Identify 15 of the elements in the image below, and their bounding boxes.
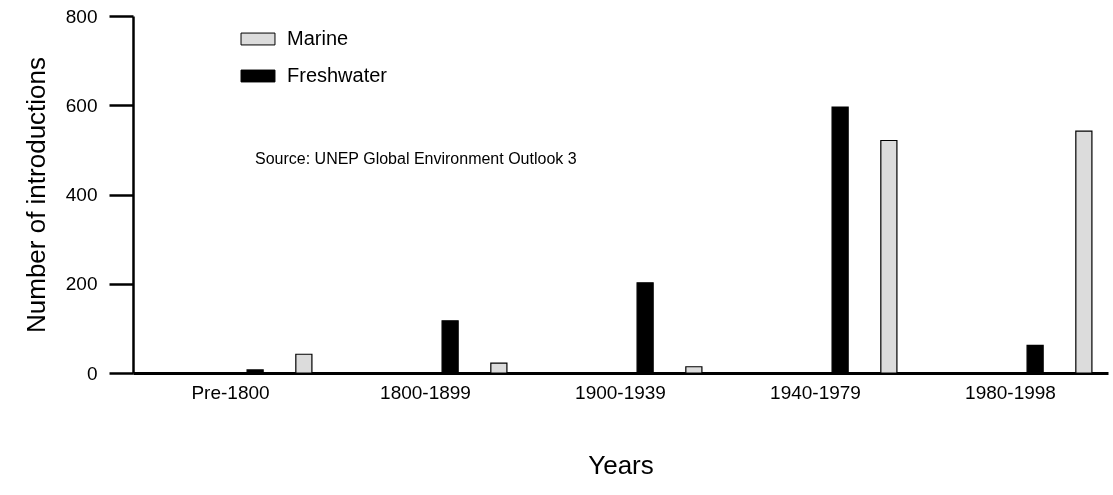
x-tick-label: 1940-1979 <box>770 381 861 403</box>
legend-label: Marine <box>287 27 349 49</box>
y-axis-title: Number of introductions <box>20 56 51 334</box>
x-tick-label: Pre-1800 <box>191 381 270 403</box>
x-axis-title: Years <box>588 449 654 480</box>
x-tick-label: 1800-1899 <box>380 381 471 403</box>
legend-label: Freshwater <box>287 64 388 86</box>
y-tick-label: 400 <box>65 184 98 205</box>
x-tick-label: 1900-1939 <box>575 381 666 403</box>
x-tick-label: 1980-1998 <box>965 381 1056 403</box>
annotation: Source: UNEP Global Environment Outlook 3 <box>255 150 577 167</box>
y-tick-label: 600 <box>65 94 98 116</box>
y-tick-label: 200 <box>65 273 98 295</box>
y-tick-label: 800 <box>65 5 98 27</box>
y-tick-label: 0 <box>86 362 98 384</box>
